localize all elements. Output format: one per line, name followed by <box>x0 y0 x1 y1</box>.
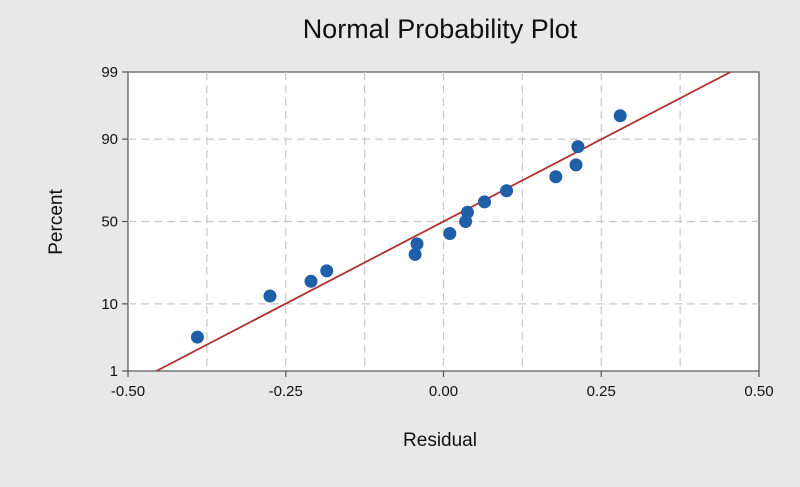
x-tick-label: 0.00 <box>429 383 458 400</box>
y-tick-label: 10 <box>101 296 118 313</box>
axes: -0.50 -0.25 0.00 0.25 0.50 1 10 50 90 99 <box>101 64 773 400</box>
data-point <box>549 170 563 184</box>
data-point <box>460 205 474 219</box>
data-point <box>304 274 318 288</box>
data-point <box>613 109 627 123</box>
x-tick-label: 0.25 <box>587 383 616 400</box>
chart-title: Normal Probability Plot <box>303 14 578 44</box>
y-tick-label: 90 <box>101 131 118 148</box>
data-points <box>190 109 627 344</box>
data-point <box>500 184 514 198</box>
y-tick-label: 50 <box>101 214 118 231</box>
y-axis-title: Percent <box>46 189 67 255</box>
fit-line <box>155 72 732 371</box>
x-tick-label: -0.50 <box>111 383 145 400</box>
data-point <box>190 330 204 344</box>
data-point <box>263 289 277 303</box>
x-tick-label: 0.50 <box>744 383 773 400</box>
data-point <box>408 247 422 261</box>
x-tick-label: -0.25 <box>269 383 303 400</box>
data-point <box>478 195 492 209</box>
data-point <box>410 237 424 251</box>
data-point <box>571 140 585 154</box>
data-point <box>443 226 457 240</box>
data-point <box>569 158 583 172</box>
fit-line-layer <box>155 72 732 371</box>
grid-lines <box>128 72 759 371</box>
data-point <box>320 264 334 278</box>
y-tick-label: 99 <box>101 64 118 81</box>
y-tick-label: 1 <box>110 363 118 380</box>
x-axis-title: Residual <box>403 430 477 451</box>
